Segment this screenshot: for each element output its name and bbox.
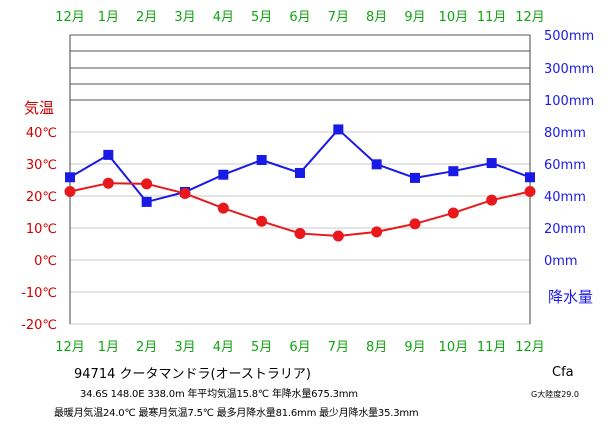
month-labels-top: 12月 1月 2月 3月 4月 5月 6月 7月 8月 9月 10月 11月 12月 [55, 10, 545, 25]
temperature-point [409, 218, 421, 230]
climate-chart: 12月 1月 2月 3月 4月 5月 6月 7月 8月 9月 10月 11月 12月 12月 1月 2月 3月… [21, 10, 594, 355]
precipitation-point [218, 169, 229, 180]
precipitation-tick-label: 0mm [544, 254, 578, 269]
temperature-series [64, 177, 536, 242]
precipitation-point [448, 166, 459, 177]
temperature-tick-label: -10℃ [21, 286, 57, 301]
precipitation-tick-labels: 500mm 300mm 100mm 80mm 60mm 40mm 20mm 0mm [544, 29, 594, 269]
temperature-point [294, 227, 306, 239]
precipitation-tick-label: 60mm [544, 158, 586, 173]
precipitation-point [371, 159, 382, 170]
month-label-bottom: 4月 [213, 340, 234, 355]
month-label-bottom: 7月 [328, 340, 349, 355]
station-summary-line: 34.6S 148.0E 338.0m 年平均気温15.8℃ 年降水量675.3… [80, 389, 358, 400]
station-name: 94714 クータマンドラ(オーストラリア) [74, 367, 311, 382]
month-label-top: 9月 [404, 10, 425, 25]
temperature-tick-label: 40℃ [26, 126, 57, 141]
station-extremes-line: 最暖月気温24.0℃ 最寒月気温7.5℃ 最多月降水量81.6mm 最少月降水量… [54, 408, 419, 419]
temperature-tick-label: 0℃ [34, 254, 57, 269]
month-label-bottom: 6月 [289, 340, 310, 355]
month-label-bottom: 11月 [477, 340, 507, 355]
precipitation-point [256, 155, 267, 165]
month-label-bottom: 9月 [404, 340, 425, 355]
month-labels-bottom: 12月 1月 2月 3月 4月 5月 6月 7月 8月 9月 10月 11月 12月 [55, 340, 545, 355]
month-label-bottom: 3月 [174, 340, 195, 355]
precipitation-tick-label: 100mm [544, 94, 594, 109]
temperature-tick-label: 20℃ [26, 190, 57, 205]
temperature-point [64, 186, 76, 198]
month-label-bottom: 12月 [55, 340, 85, 355]
continentality-note: G大陸度29.0 [531, 390, 580, 399]
precipitation-point [295, 167, 305, 178]
month-label-bottom: 8月 [366, 340, 387, 355]
precipitation-point [486, 158, 497, 169]
temperature-point [217, 202, 229, 214]
temperature-point [141, 178, 153, 190]
precipitation-point [525, 172, 535, 183]
temperature-point [256, 215, 268, 227]
chart-axes [69, 35, 531, 324]
month-label-top: 3月 [174, 10, 195, 25]
chart-grid [70, 34, 530, 325]
month-label-top: 10月 [439, 10, 469, 25]
temperature-point [447, 207, 459, 219]
temperature-point [102, 177, 114, 189]
temperature-point [179, 187, 191, 199]
temperature-point [371, 226, 383, 238]
precipitation-point [141, 196, 152, 207]
temperature-tick-label: 30℃ [26, 158, 57, 173]
precipitation-point [103, 149, 114, 160]
month-label-bottom: 12月 [515, 340, 545, 355]
precipitation-tick-label: 300mm [544, 62, 594, 77]
precipitation-line [69, 128, 531, 204]
temperature-point [486, 194, 498, 206]
temperature-point [332, 230, 344, 242]
temperature-tick-label: 10℃ [26, 222, 57, 237]
precipitation-series [65, 124, 535, 207]
precipitation-tick-label: 20mm [544, 222, 586, 237]
temperature-axis-title: 気温 [24, 99, 54, 117]
temperature-tick-labels: 40℃ 30℃ 20℃ 10℃ 0℃ -10℃ -20℃ [21, 126, 57, 333]
koppen-class: Cfa [552, 365, 574, 380]
precipitation-tick-label: 40mm [544, 190, 586, 205]
temperature-point [524, 186, 536, 198]
month-label-top: 4月 [213, 10, 234, 25]
precipitation-axis-title: 降水量 [548, 288, 593, 306]
precipitation-tick-label: 80mm [544, 126, 586, 141]
month-label-top: 2月 [136, 10, 157, 25]
precipitation-point [410, 172, 420, 183]
month-label-top: 1月 [98, 10, 119, 25]
month-label-top: 11月 [477, 10, 507, 25]
month-label-bottom: 2月 [136, 340, 157, 355]
precipitation-point [65, 172, 75, 183]
month-label-top: 8月 [366, 10, 387, 25]
month-label-top: 12月 [515, 10, 545, 25]
month-label-bottom: 10月 [439, 340, 469, 355]
month-label-bottom: 1月 [98, 340, 119, 355]
month-label-top: 6月 [289, 10, 310, 25]
precipitation-tick-label: 500mm [544, 29, 594, 44]
temperature-tick-label: -20℃ [21, 318, 57, 333]
month-label-top: 12月 [55, 10, 85, 25]
precipitation-point [333, 124, 344, 135]
month-label-bottom: 5月 [251, 340, 272, 355]
month-label-top: 7月 [328, 10, 349, 25]
month-label-top: 5月 [251, 10, 272, 25]
